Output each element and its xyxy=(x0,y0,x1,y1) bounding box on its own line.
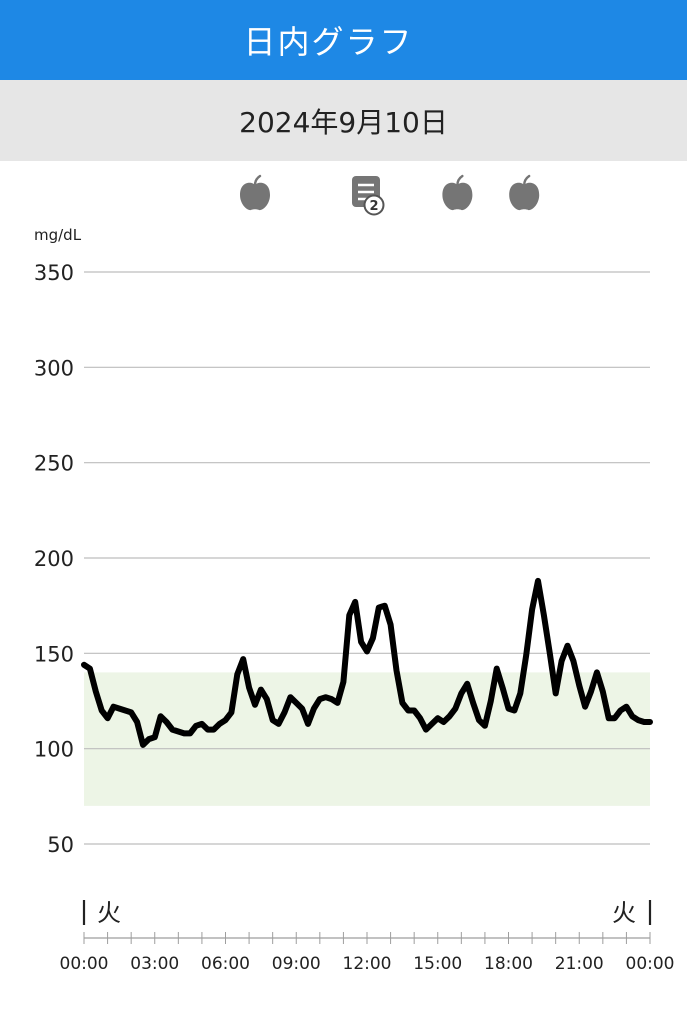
target-range-band xyxy=(84,672,650,806)
apple-body xyxy=(442,182,473,211)
x-tick-label: 15:00 xyxy=(413,954,462,974)
y-tick-label: 50 xyxy=(47,833,74,857)
note-icon[interactable]: 2 xyxy=(352,176,385,216)
app-header: 日内グラフ xyxy=(0,0,687,80)
x-tick-label: 21:00 xyxy=(555,954,604,974)
apple-icon[interactable] xyxy=(442,174,473,211)
y-tick-label: 100 xyxy=(34,738,74,762)
glucose-series-line xyxy=(81,577,653,748)
y-tick-label: 250 xyxy=(34,452,74,476)
apple-stem xyxy=(523,174,531,187)
x-tick-label: 03:00 xyxy=(130,954,179,974)
y-tick-label: 200 xyxy=(34,547,74,571)
apple-stem xyxy=(456,174,464,187)
apple-body xyxy=(509,182,540,211)
apple-stem xyxy=(253,174,262,187)
y-tick-label: 150 xyxy=(34,642,74,666)
page-title: 日内グラフ xyxy=(243,23,414,61)
y-tick-label: 300 xyxy=(34,356,74,380)
x-tick-label: 00:00 xyxy=(626,954,675,974)
apple-icon[interactable] xyxy=(240,174,270,211)
x-tick-label: 06:00 xyxy=(201,954,250,974)
x-tick-label: 18:00 xyxy=(484,954,533,974)
y-tick-label: 350 xyxy=(34,261,74,285)
note-count-badge xyxy=(363,194,385,216)
date-bar[interactable]: 2024年9月10日 xyxy=(0,80,687,161)
x-tick-label: 09:00 xyxy=(272,954,321,974)
date-label: 2024年9月10日 xyxy=(239,105,448,139)
day-label-start: 火 xyxy=(97,899,121,927)
apple-body xyxy=(240,182,270,211)
y-axis-unit-label: mg/dL xyxy=(34,226,82,244)
x-tick-label: 12:00 xyxy=(343,954,392,974)
note-count: 2 xyxy=(369,199,378,214)
glucose-chart: 50 100 150 200 250 300 350 mg/dL 2 00:00 03:00 0… xyxy=(34,174,675,974)
x-tick-label: 00:00 xyxy=(60,954,109,974)
apple-icon[interactable] xyxy=(509,174,540,211)
day-label-end: 火 xyxy=(612,899,636,927)
